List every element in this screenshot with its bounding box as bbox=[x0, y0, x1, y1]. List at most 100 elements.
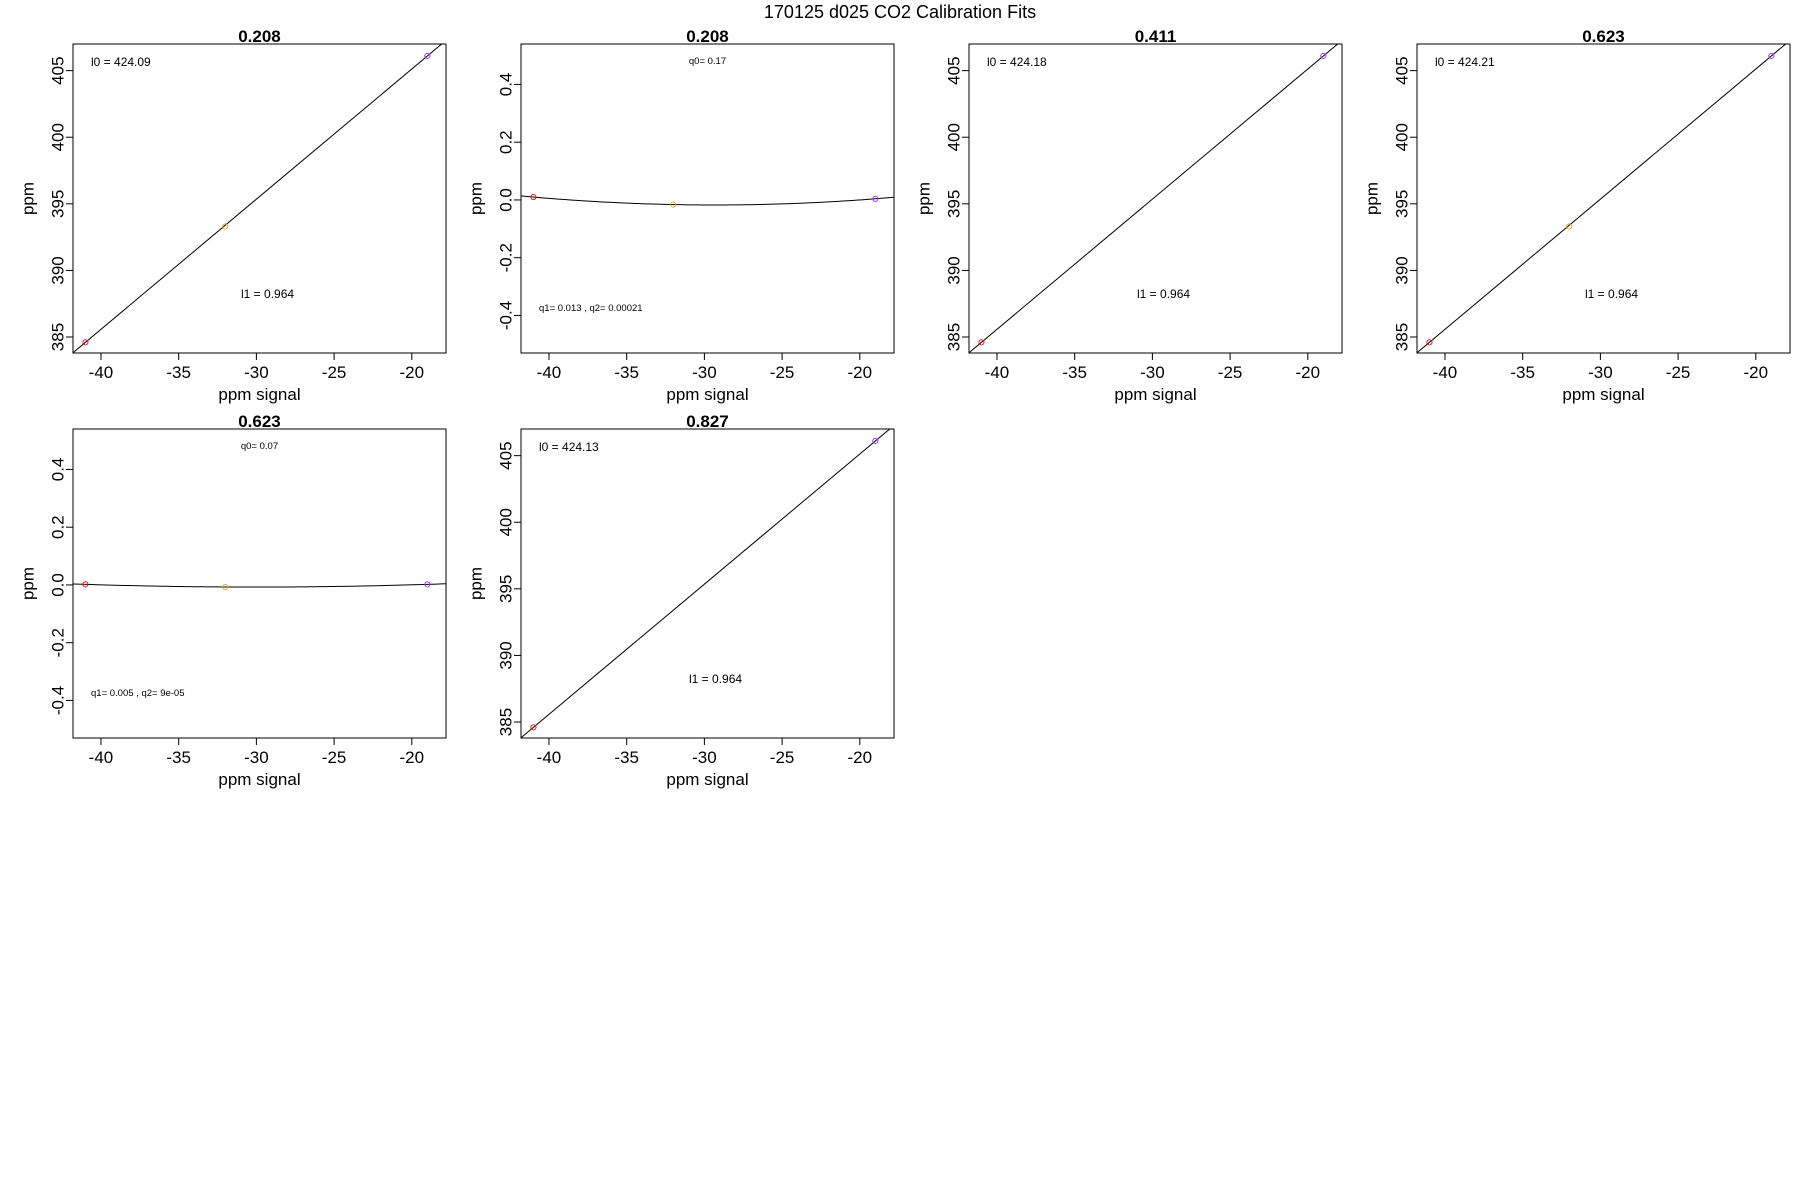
panel-title: 0.411 bbox=[1135, 27, 1177, 46]
plot-contents bbox=[1417, 44, 1787, 353]
data-point bbox=[1768, 52, 1775, 60]
calibration-panel-3: 0.411 -40 -35 -30 -25 -20 ppm signal 385 390 395 4… bbox=[914, 27, 1343, 404]
x-tick-label: -40 bbox=[89, 748, 114, 767]
x-tick-label: -30 bbox=[1588, 363, 1613, 382]
y-tick-label: 390 bbox=[496, 641, 515, 669]
y-tick-label: -0.4 bbox=[496, 301, 515, 330]
coefficient-annotation: l0 = 424.13 bbox=[539, 440, 599, 454]
plot-contents bbox=[521, 193, 894, 208]
x-tick-label: -40 bbox=[537, 748, 562, 767]
data-point bbox=[872, 437, 879, 445]
x-tick-label: -20 bbox=[400, 363, 425, 382]
fit-line bbox=[521, 429, 891, 738]
y-tick-label: 385 bbox=[944, 323, 963, 351]
y-tick-label: 0.2 bbox=[48, 515, 67, 539]
y-tick-label: 405 bbox=[1392, 56, 1411, 84]
y-axis-label: ppm bbox=[1362, 182, 1381, 215]
data-point bbox=[1566, 223, 1573, 230]
y-axis-label: ppm bbox=[914, 182, 933, 215]
x-tick-label: -20 bbox=[848, 748, 873, 767]
data-point bbox=[424, 52, 431, 60]
plot-contents bbox=[521, 429, 891, 738]
y-tick-label: 400 bbox=[944, 123, 963, 151]
panel-title: 0.208 bbox=[238, 27, 281, 46]
plot-frame bbox=[520, 428, 895, 739]
data-point bbox=[82, 581, 89, 588]
fit-line bbox=[73, 44, 443, 353]
plot-contents bbox=[73, 44, 443, 353]
x-axis-label: ppm signal bbox=[218, 385, 300, 404]
y-tick-label: 390 bbox=[944, 256, 963, 284]
calibration-panel-1: 0.208 -40 -35 -30 -25 -20 ppm signal 385 390 395 4… bbox=[18, 27, 447, 404]
x-tick-label: -35 bbox=[1062, 363, 1087, 382]
y-tick-label: 0.0 bbox=[48, 573, 67, 597]
y-axis-label: ppm bbox=[18, 182, 37, 215]
x-axis-label: ppm signal bbox=[218, 770, 300, 789]
y-tick-label: 0.2 bbox=[496, 130, 515, 154]
data-point bbox=[1426, 339, 1433, 346]
calibration-panel-5: 0.623 -40 -35 -30 -25 -20 ppm signal -0.4 -0.2 0.… bbox=[18, 412, 447, 789]
y-tick-label: 405 bbox=[496, 441, 515, 469]
y-tick-label: 400 bbox=[496, 508, 515, 536]
y-tick-label: 390 bbox=[48, 256, 67, 284]
y-tick-label: 395 bbox=[944, 190, 963, 218]
data-point bbox=[530, 193, 537, 201]
x-tick-label: -40 bbox=[985, 363, 1010, 382]
fit-line bbox=[73, 583, 446, 588]
x-tick-label: -30 bbox=[692, 363, 717, 382]
x-tick-label: -20 bbox=[400, 748, 425, 767]
x-tick-label: -30 bbox=[244, 748, 269, 767]
calibration-panel-2: 0.208 -40 -35 -30 -25 -20 ppm signal -0.4 -0.2 0.… bbox=[466, 27, 895, 404]
x-tick-label: -40 bbox=[537, 363, 562, 382]
x-tick-label: -25 bbox=[322, 363, 347, 382]
y-axis-label: ppm bbox=[18, 567, 37, 600]
coefficient-annotation: l0 = 424.09 bbox=[91, 55, 151, 69]
x-tick-label: -20 bbox=[848, 363, 873, 382]
data-point bbox=[978, 339, 985, 346]
coefficient-annotation: l1 = 0.964 bbox=[1137, 287, 1190, 301]
data-point bbox=[222, 223, 229, 230]
y-tick-label: 400 bbox=[48, 123, 67, 151]
x-tick-label: -25 bbox=[1218, 363, 1243, 382]
coefficient-annotation: l0 = 424.21 bbox=[1435, 55, 1495, 69]
x-tick-label: -25 bbox=[770, 363, 795, 382]
figure-title: 170125 d025 CO2 Calibration Fits bbox=[764, 2, 1036, 22]
panel-grid: 0.208 -40 -35 -30 -25 -20 ppm signal 385 390 395 4… bbox=[18, 27, 1791, 789]
x-tick-label: -40 bbox=[1433, 363, 1458, 382]
y-tick-label: 0.4 bbox=[48, 458, 67, 482]
coefficient-annotation: l0 = 424.18 bbox=[987, 55, 1047, 69]
x-axis-label: ppm signal bbox=[666, 770, 748, 789]
plot-contents bbox=[73, 581, 446, 591]
y-tick-label: 0.0 bbox=[496, 188, 515, 212]
y-tick-label: 385 bbox=[1392, 323, 1411, 351]
plot-contents bbox=[969, 44, 1339, 353]
data-point bbox=[424, 581, 431, 588]
data-point bbox=[872, 195, 879, 202]
x-tick-label: -35 bbox=[166, 363, 191, 382]
data-point bbox=[670, 201, 677, 208]
y-tick-label: 0.4 bbox=[496, 73, 515, 97]
panel-title: 0.623 bbox=[1582, 27, 1625, 46]
coefficient-annotation: q0= 0.07 bbox=[241, 441, 278, 452]
x-axis-label: ppm signal bbox=[666, 385, 748, 404]
y-tick-label: -0.4 bbox=[48, 686, 67, 715]
fit-line bbox=[521, 195, 894, 206]
y-tick-label: 390 bbox=[1392, 256, 1411, 284]
y-tick-label: 395 bbox=[48, 190, 67, 218]
x-tick-label: -30 bbox=[692, 748, 717, 767]
fit-line bbox=[969, 44, 1339, 353]
y-tick-label: 395 bbox=[496, 575, 515, 603]
y-tick-label: 395 bbox=[1392, 190, 1411, 218]
x-tick-label: -20 bbox=[1296, 363, 1321, 382]
plot-frame bbox=[72, 43, 447, 354]
x-tick-label: -30 bbox=[244, 363, 269, 382]
x-axis-label: ppm signal bbox=[1562, 385, 1644, 404]
x-tick-label: -35 bbox=[614, 363, 639, 382]
x-tick-label: -40 bbox=[89, 363, 114, 382]
y-tick-label: 400 bbox=[1392, 123, 1411, 151]
coefficient-annotation: l1 = 0.964 bbox=[1585, 287, 1638, 301]
x-tick-label: -35 bbox=[614, 748, 639, 767]
x-tick-label: -35 bbox=[1510, 363, 1535, 382]
x-axis-label: ppm signal bbox=[1114, 385, 1196, 404]
